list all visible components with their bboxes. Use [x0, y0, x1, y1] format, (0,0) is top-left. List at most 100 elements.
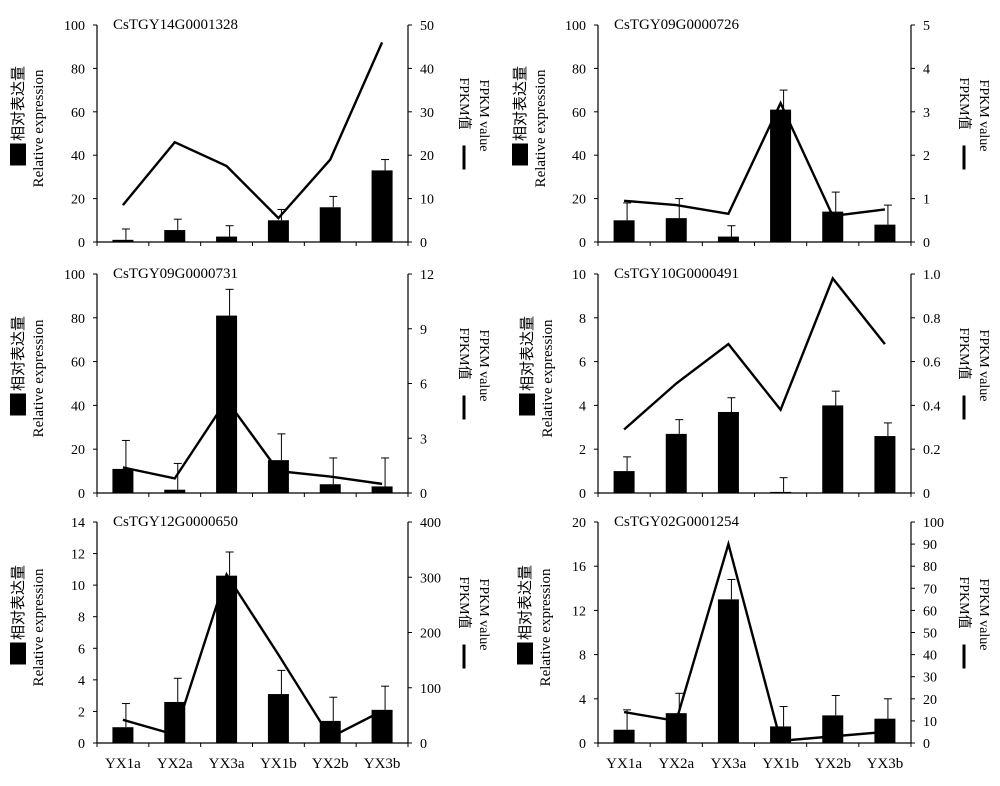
bar-legend-label-cn: 相对表达量	[10, 66, 27, 141]
right-tick-label: 0	[923, 487, 930, 502]
bar-YX1a	[112, 727, 134, 743]
left-tick-label: 0	[579, 737, 586, 752]
bar-YX2a	[665, 433, 687, 493]
bar-legend-label-cn: 相对表达量	[517, 565, 534, 640]
right-tick-label: 3	[420, 432, 427, 447]
category-label-YX1b: YX1b	[762, 756, 799, 772]
left-tick-label: 60	[572, 106, 586, 121]
line-legend-label-en: FPKM value	[976, 579, 991, 651]
right-tick-label: 90	[923, 538, 937, 553]
category-label-YX1a: YX1a	[606, 756, 642, 772]
bar-legend-swatch	[519, 393, 535, 416]
line-legend-label-en: FPKM value	[476, 579, 491, 651]
bar-YX3a	[216, 315, 238, 493]
left-tick-label: 4	[579, 693, 586, 708]
fpkm-line	[623, 100, 886, 218]
right-tick-label: 0	[420, 236, 427, 251]
chart-panel-2: 0 20 40 60 80 100 0 1 2 3 4 5 CsTGY09G0000726 相对表达量 Re…	[512, 17, 991, 251]
left-tick-label: 0	[78, 487, 85, 502]
bar-YX1b	[267, 694, 289, 743]
left-tick-label: 0	[579, 236, 586, 251]
fpkm-line	[623, 539, 886, 743]
bar-legend-label-cn: 相对表达量	[10, 565, 27, 640]
left-tick-label: 100	[565, 19, 586, 34]
bar-legend-label-en: Relative expression	[540, 319, 556, 437]
line-legend-label-cn: FPKM值	[956, 327, 972, 379]
line-legend-label-en: FPKM value	[976, 330, 991, 402]
left-tick-label: 8	[579, 649, 586, 664]
right-tick-label: 400	[420, 516, 441, 531]
left-tick-label: 14	[71, 516, 85, 531]
category-label-YX2a: YX2a	[658, 756, 694, 772]
left-tick-label: 8	[579, 312, 586, 327]
left-tick-label: 100	[64, 268, 85, 283]
line-legend-label-cn: FPKM值	[956, 576, 972, 628]
line-legend-label-en: FPKM value	[476, 330, 491, 402]
right-tick-label: 300	[420, 571, 441, 586]
chart-title: CsTGY02G0001254	[614, 514, 740, 530]
bar-legend-label-en: Relative expression	[533, 69, 549, 187]
bar-YX1a	[613, 471, 635, 493]
right-tick-label: 3	[923, 106, 930, 121]
bar-YX1b	[770, 726, 792, 743]
bar-YX3a	[717, 236, 739, 242]
right-tick-label: 10	[420, 193, 434, 208]
left-tick-label: 80	[71, 312, 85, 327]
line-legend-label-en: FPKM value	[476, 80, 491, 152]
right-tick-label: 30	[923, 671, 937, 686]
bar-YX1a	[613, 220, 635, 242]
right-tick-label: 1.0	[923, 268, 941, 283]
left-tick-label: 20	[572, 516, 586, 531]
right-tick-label: 1	[923, 193, 930, 208]
bar-YX2b	[822, 211, 844, 242]
bar-legend-swatch	[512, 143, 528, 166]
right-tick-label: 2	[923, 149, 930, 164]
bar-YX3b	[371, 170, 393, 242]
chart-title: CsTGY09G0000731	[113, 266, 238, 282]
left-tick-label: 20	[71, 193, 85, 208]
right-tick-label: 100	[923, 516, 944, 531]
left-tick-label: 12	[71, 548, 85, 563]
right-tick-label: 0	[420, 487, 427, 502]
left-tick-label: 2	[78, 705, 85, 720]
bar-legend-label-cn: 相对表达量	[519, 316, 536, 391]
left-tick-label: 4	[78, 674, 85, 689]
right-tick-label: 12	[420, 268, 434, 283]
left-tick-label: 100	[64, 19, 85, 34]
left-tick-label: 10	[572, 268, 586, 283]
bar-YX1a	[112, 239, 134, 242]
right-tick-label: 200	[420, 627, 441, 642]
right-tick-label: 0.6	[923, 356, 941, 371]
bar-YX3b	[874, 436, 896, 493]
left-tick-label: 8	[78, 611, 85, 626]
bar-YX2b	[319, 207, 341, 242]
right-tick-label: 0.4	[923, 399, 941, 414]
bar-YX1b	[267, 460, 289, 493]
chart-title: CsTGY09G0000726	[614, 17, 740, 33]
right-tick-label: 50	[923, 627, 937, 642]
left-tick-label: 40	[71, 149, 85, 164]
bar-YX2a	[665, 218, 687, 242]
bar-legend-label-en: Relative expression	[31, 319, 47, 437]
left-tick-label: 2	[579, 443, 586, 458]
bar-YX3b	[874, 718, 896, 743]
category-label-YX1b: YX1b	[260, 756, 297, 772]
category-label-YX2b: YX2b	[312, 756, 349, 772]
bar-YX3a	[717, 599, 739, 743]
right-tick-label: 70	[923, 582, 937, 597]
line-legend-label-cn: FPKM值	[456, 77, 472, 129]
right-tick-label: 6	[420, 378, 427, 393]
left-tick-label: 20	[572, 193, 586, 208]
right-tick-label: 10	[923, 715, 937, 730]
bar-YX2a	[164, 489, 186, 493]
left-tick-label: 20	[71, 443, 85, 458]
bar-legend-swatch	[10, 642, 26, 665]
right-tick-label: 20	[420, 149, 434, 164]
chart-panel-6: 0 4 8 12 16 20 0 10 20 30 40 50 60 70 80 90 100 CsTGY02G0…	[517, 514, 991, 772]
bar-YX1b	[770, 491, 792, 493]
chart-title: CsTGY12G0000650	[113, 514, 238, 530]
category-label-YX3b: YX3b	[867, 756, 904, 772]
left-tick-label: 40	[572, 149, 586, 164]
right-tick-label: 40	[923, 649, 937, 664]
